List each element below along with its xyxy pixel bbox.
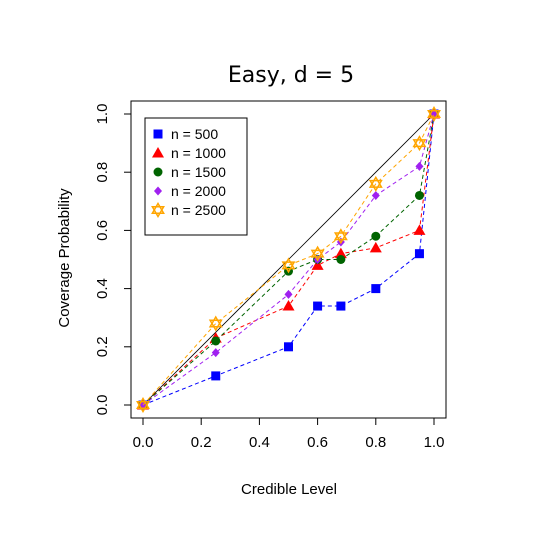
legend-marker bbox=[151, 202, 165, 218]
legend-item: n = 2000 bbox=[154, 183, 226, 199]
data-point bbox=[336, 255, 346, 264]
series-5 bbox=[136, 106, 441, 413]
legend-label: n = 2500 bbox=[171, 202, 226, 218]
data-point bbox=[412, 135, 427, 152]
data-point bbox=[284, 289, 293, 299]
data-point bbox=[371, 190, 380, 200]
data-point bbox=[371, 284, 381, 294]
series-line bbox=[142, 113, 435, 406]
legend-label: n = 500 bbox=[171, 126, 218, 142]
data-point bbox=[281, 257, 296, 274]
x-tick-label: 0.8 bbox=[365, 434, 386, 451]
data-point bbox=[414, 190, 424, 200]
legend-marker bbox=[153, 167, 163, 177]
data-point bbox=[310, 245, 325, 262]
x-tick-label: 0.2 bbox=[191, 434, 212, 451]
legend-item: n = 500 bbox=[153, 126, 218, 142]
legend-label: n = 1000 bbox=[171, 145, 226, 161]
data-point bbox=[369, 241, 382, 253]
legend-marker bbox=[152, 147, 164, 158]
y-tick-label: 0.8 bbox=[94, 162, 111, 183]
data-point bbox=[211, 371, 221, 381]
y-tick-label: 0.2 bbox=[94, 336, 111, 357]
y-tick-label: 0.6 bbox=[94, 220, 111, 241]
legend-item: n = 2500 bbox=[151, 202, 226, 218]
chart-title: Easy, d = 5 bbox=[228, 63, 354, 88]
legend-item: n = 1500 bbox=[153, 164, 226, 180]
data-point bbox=[311, 259, 324, 270]
data-point bbox=[282, 300, 295, 311]
data-point bbox=[415, 161, 424, 171]
data-point bbox=[371, 231, 381, 241]
legend-label: n = 2000 bbox=[171, 183, 226, 199]
y-tick-label: 0.0 bbox=[94, 395, 111, 416]
series-line bbox=[142, 113, 435, 406]
axes: 0.0 0.2 0.4 0.6 0.8 1.0 0.0 0.2 0.4 0.6 0.8 1.0 bbox=[94, 104, 444, 451]
series-layer bbox=[136, 106, 441, 413]
y-tick-label: 0.4 bbox=[94, 278, 111, 299]
data-point bbox=[368, 175, 383, 192]
legend-marker bbox=[153, 129, 163, 139]
data-point bbox=[211, 348, 220, 358]
legend-item: n = 1000 bbox=[152, 145, 226, 161]
series-line bbox=[142, 113, 435, 406]
legend-label: n = 1500 bbox=[171, 164, 226, 180]
y-tick-label: 1.0 bbox=[94, 104, 111, 125]
x-tick-label: 0.0 bbox=[133, 434, 154, 451]
x-tick-label: 1.0 bbox=[424, 434, 445, 451]
x-tick-label: 0.4 bbox=[249, 434, 270, 451]
data-point bbox=[284, 342, 293, 352]
data-point bbox=[208, 315, 223, 332]
data-point bbox=[211, 336, 221, 346]
data-point bbox=[333, 228, 348, 245]
legend: n = 500 n = 1000 n = 1500 n = 2000 n = 2500 bbox=[144, 117, 248, 236]
legend-marker bbox=[154, 186, 162, 196]
data-point bbox=[336, 301, 346, 311]
data-point bbox=[313, 301, 323, 311]
data-point bbox=[136, 397, 150, 413]
x-axis-label: Credible Level bbox=[241, 481, 337, 498]
y-axis-label: Coverage Probability bbox=[56, 188, 73, 328]
data-point bbox=[414, 249, 424, 259]
series-line bbox=[142, 113, 435, 406]
data-point bbox=[413, 224, 426, 235]
data-point bbox=[334, 247, 347, 259]
data-point bbox=[427, 106, 441, 122]
x-tick-label: 0.6 bbox=[307, 434, 328, 451]
